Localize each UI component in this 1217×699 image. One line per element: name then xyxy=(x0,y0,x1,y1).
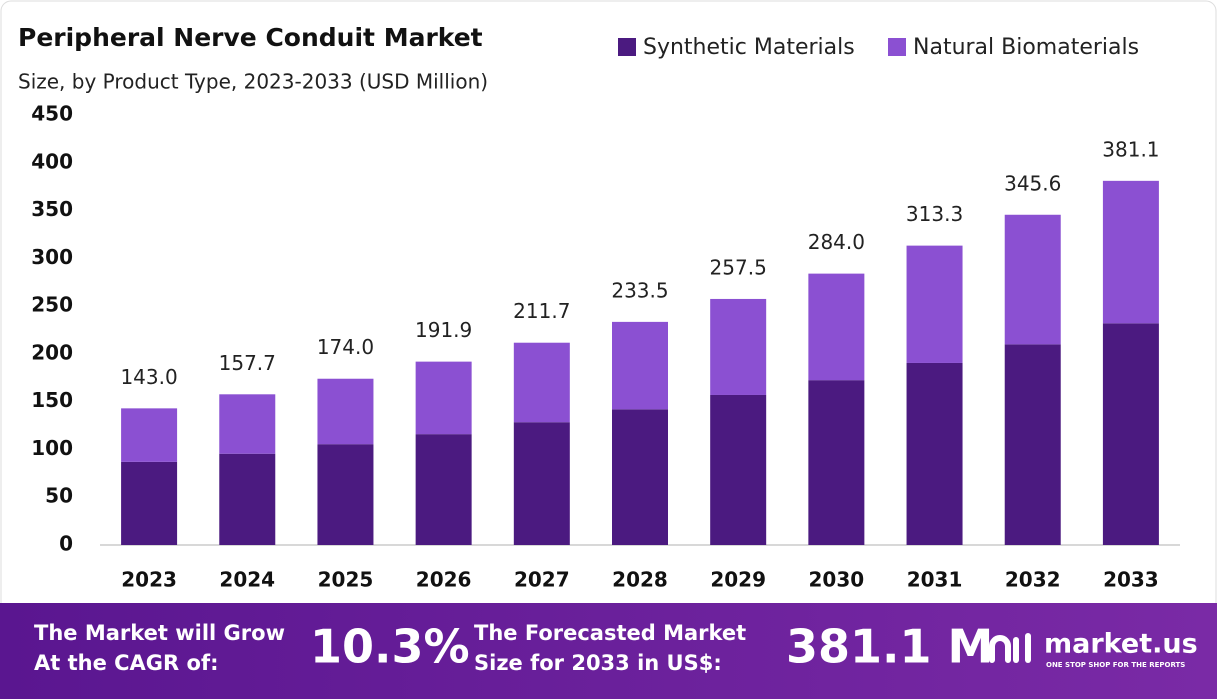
x-tick-label: 2026 xyxy=(416,568,472,592)
x-tick-label: 2025 xyxy=(318,568,374,592)
y-tick-label: 250 xyxy=(31,293,73,317)
bar-segment xyxy=(121,461,178,545)
x-tick-label: 2027 xyxy=(514,568,570,592)
bar-segment xyxy=(513,422,570,545)
bar-segment xyxy=(808,380,865,545)
footer-text: At the CAGR of: xyxy=(34,651,219,675)
chart-subtitle: Size, by Product Type, 2023-2033 (USD Mi… xyxy=(18,70,488,94)
bar-segment xyxy=(317,444,374,545)
y-tick-label: 150 xyxy=(31,388,73,412)
bar-segment xyxy=(219,394,276,454)
legend-label: Natural Biomaterials xyxy=(913,35,1139,60)
bar-segment xyxy=(1004,344,1061,545)
bar-segment xyxy=(906,245,963,363)
bar-segment xyxy=(1102,180,1159,324)
bar-segment xyxy=(906,362,963,545)
y-tick-label: 300 xyxy=(31,245,73,269)
bar-segment xyxy=(710,394,767,545)
total-label: 157.7 xyxy=(219,351,276,375)
x-tick-label: 2033 xyxy=(1103,568,1159,592)
bar-segment xyxy=(808,273,865,381)
x-tick-label: 2023 xyxy=(121,568,177,592)
x-tick-label: 2028 xyxy=(612,568,668,592)
footer-text: The Forecasted Market xyxy=(474,621,746,645)
total-label: 174.0 xyxy=(317,335,374,359)
footer-value: 381.1 M xyxy=(786,620,993,674)
legend-swatch xyxy=(888,38,906,56)
bar-segment xyxy=(415,361,472,435)
total-label: 345.6 xyxy=(1004,171,1061,195)
bar-segment xyxy=(121,408,178,462)
bar-segment xyxy=(612,409,668,545)
x-tick-label: 2030 xyxy=(809,568,865,592)
logo-text: market.us xyxy=(1044,629,1198,660)
y-tick-label: 50 xyxy=(45,484,73,508)
total-label: 211.7 xyxy=(513,299,570,323)
bar-segment xyxy=(710,298,767,395)
y-tick-label: 400 xyxy=(31,149,73,173)
y-tick-label: 100 xyxy=(31,436,73,460)
legend-swatch xyxy=(618,38,636,56)
total-label: 257.5 xyxy=(710,255,767,279)
total-label: 381.1 xyxy=(1102,137,1159,161)
legend-label: Synthetic Materials xyxy=(643,35,855,60)
y-tick-label: 450 xyxy=(31,102,73,126)
footer-value: 10.3% xyxy=(310,620,470,674)
bar-segment xyxy=(219,453,276,545)
total-label: 191.9 xyxy=(415,318,472,342)
x-tick-label: 2029 xyxy=(710,568,766,592)
bar-segment xyxy=(415,434,472,545)
x-tick-label: 2024 xyxy=(219,568,275,592)
bar-segment xyxy=(513,342,570,423)
logo-tagline: ONE STOP SHOP FOR THE REPORTS xyxy=(1046,661,1185,669)
footer-text: The Market will Grow xyxy=(34,621,285,645)
chart-title: Peripheral Nerve Conduit Market xyxy=(18,23,483,52)
bar-segment xyxy=(317,378,374,445)
total-label: 284.0 xyxy=(808,230,865,254)
y-tick-label: 0 xyxy=(59,532,73,556)
bar-segment xyxy=(612,321,668,410)
footer-text: Size for 2033 in US$: xyxy=(474,651,722,675)
bar-segment xyxy=(1004,214,1061,345)
x-tick-label: 2032 xyxy=(1005,568,1061,592)
total-label: 233.5 xyxy=(611,278,668,302)
y-tick-label: 350 xyxy=(31,197,73,221)
bar-segment xyxy=(1102,323,1159,545)
y-tick-label: 200 xyxy=(31,340,73,364)
logo-icon xyxy=(989,633,1031,663)
x-tick-label: 2031 xyxy=(907,568,963,592)
total-label: 143.0 xyxy=(120,365,177,389)
total-label: 313.3 xyxy=(906,202,963,226)
